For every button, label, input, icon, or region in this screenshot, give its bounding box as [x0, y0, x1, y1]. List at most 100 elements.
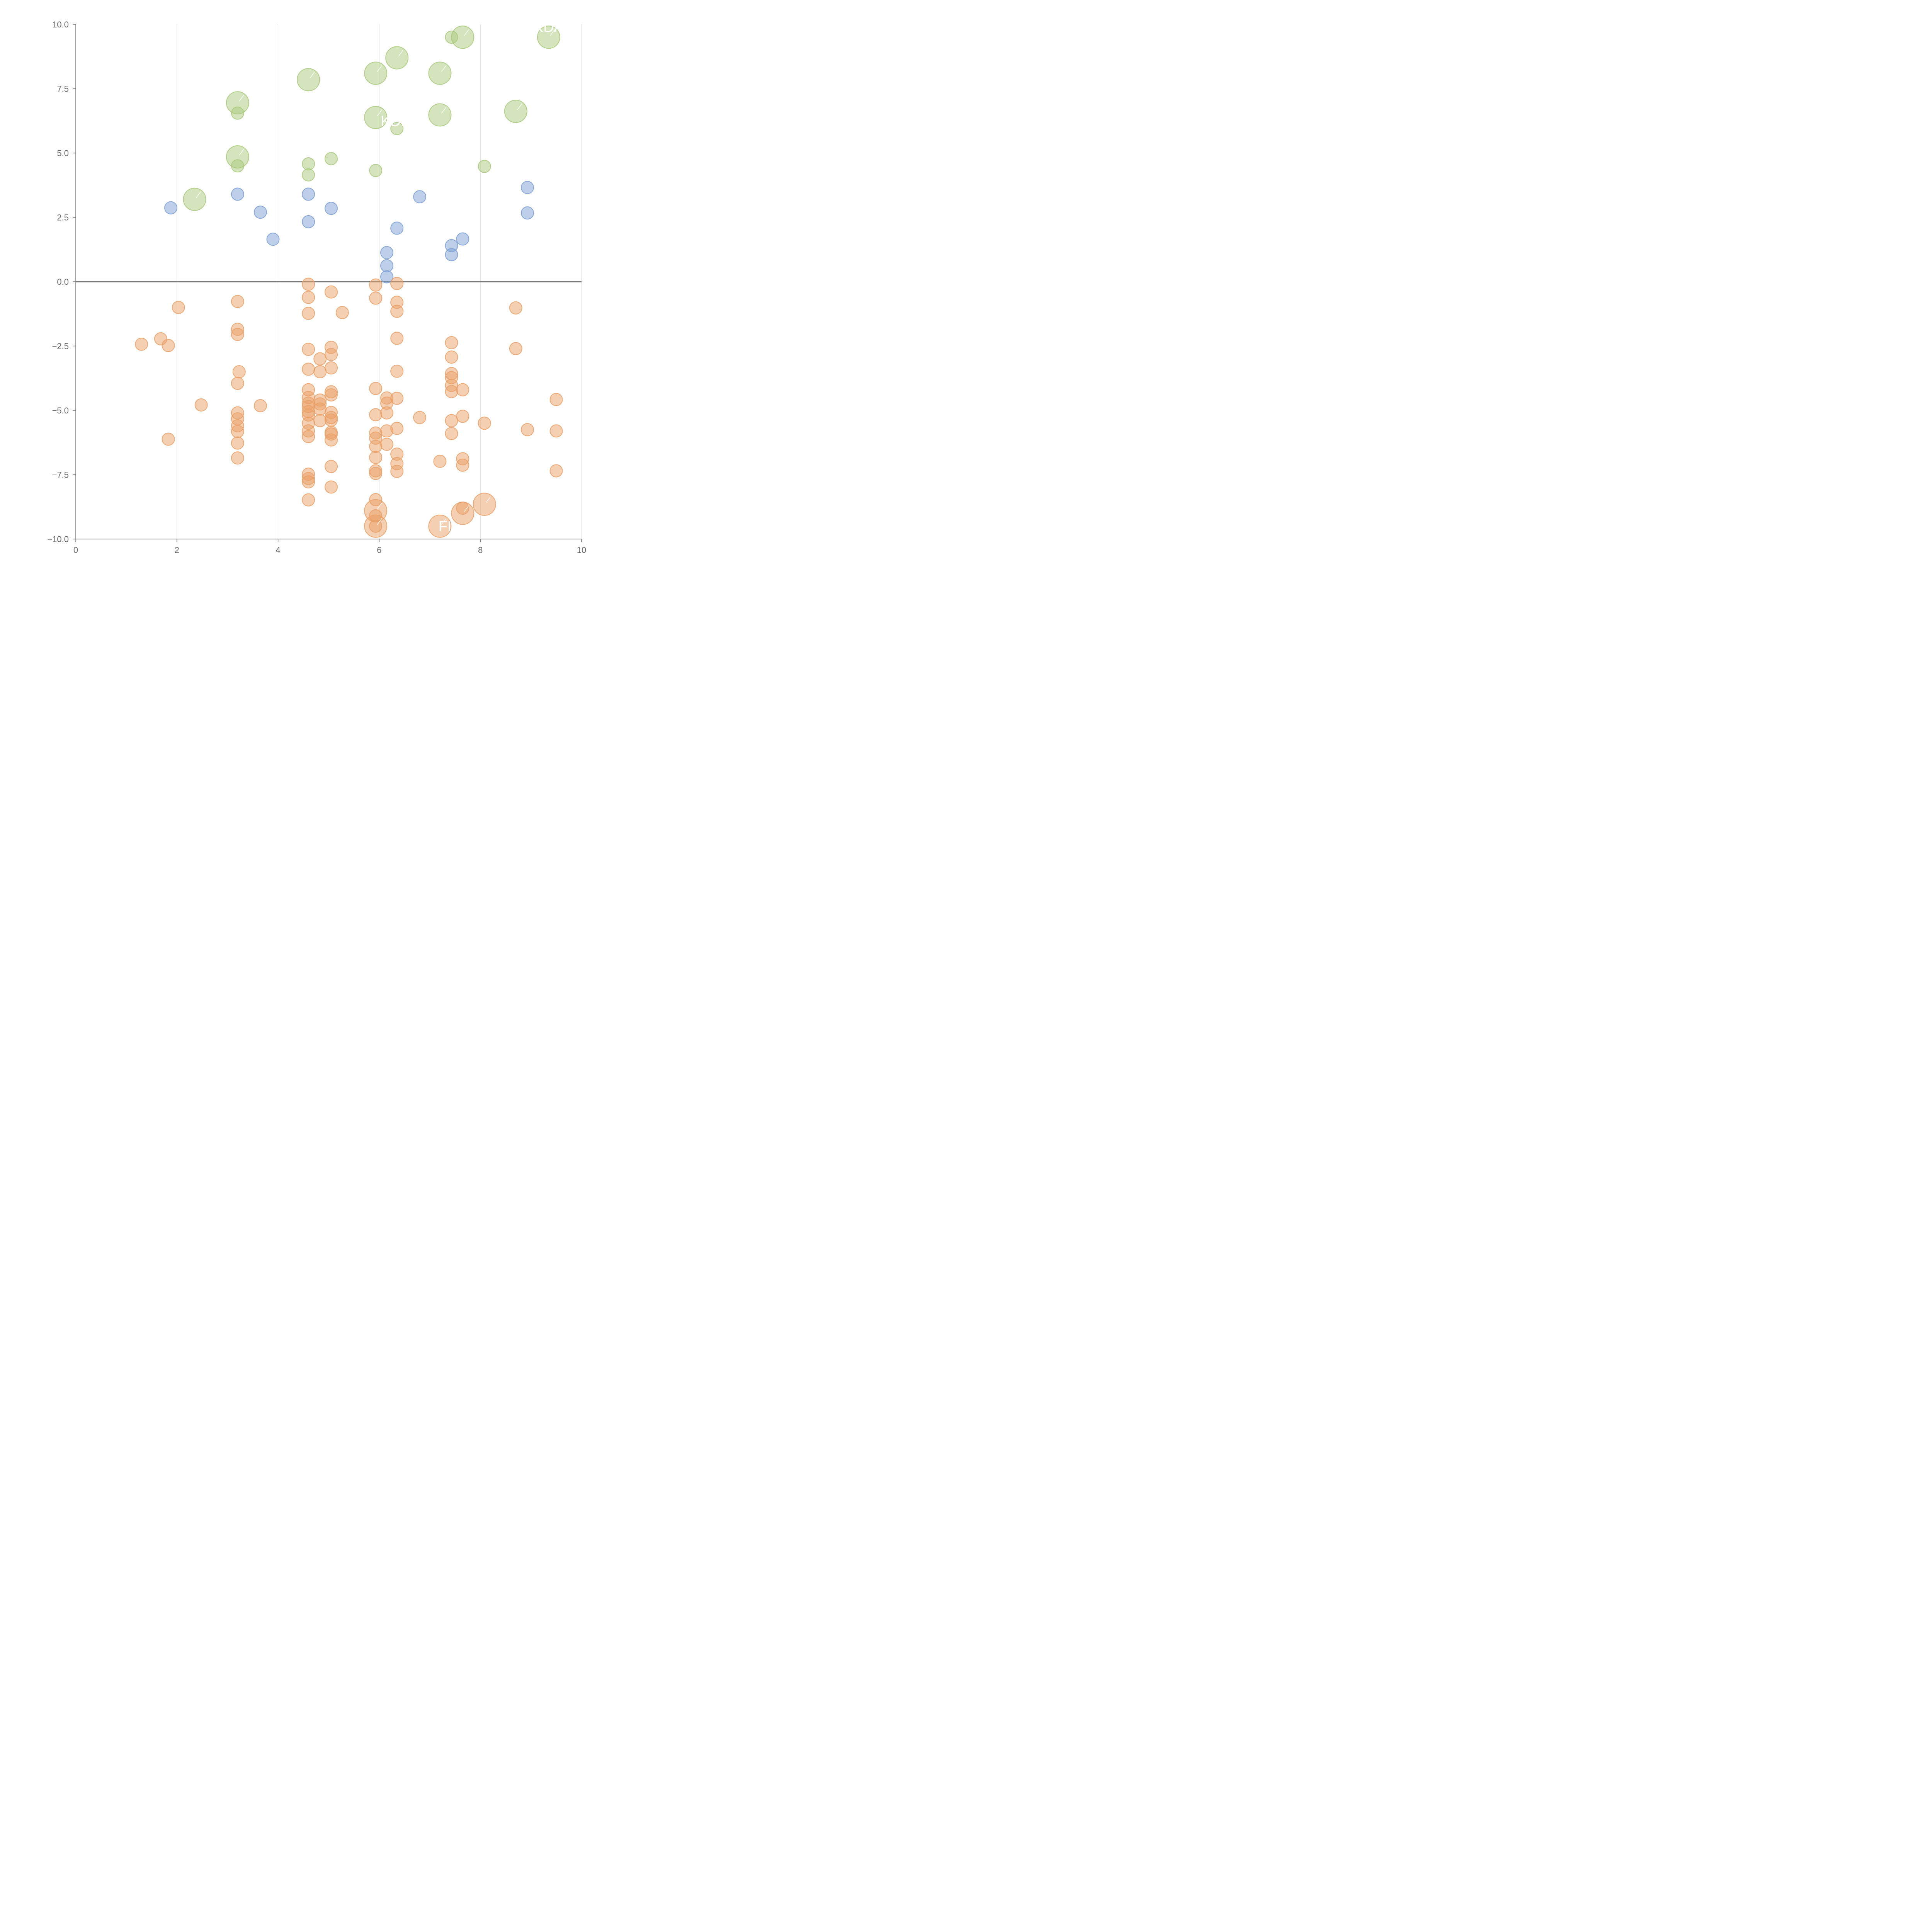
data-point-orange: [231, 295, 244, 308]
data-point-orange: [473, 493, 496, 516]
data-point-orange: [369, 467, 383, 480]
data-point-blue: [520, 181, 534, 194]
x-tick-label: 8: [478, 545, 483, 555]
data-point-orange: [390, 464, 404, 478]
data-point-orange: [302, 475, 315, 489]
data-point-orange: [509, 342, 522, 355]
y-tick-label: −5.0: [52, 406, 69, 415]
data-point-orange: [302, 362, 315, 376]
data-point-orange: [390, 277, 404, 290]
data-point-blue: [231, 187, 244, 201]
annotation-label: KDA: [534, 19, 564, 36]
data-point-orange: [302, 430, 315, 443]
data-point-green: [451, 26, 474, 49]
data-point-orange: [325, 433, 338, 447]
annotation-leader: [441, 65, 447, 72]
y-tick-label: −2.5: [52, 342, 69, 351]
data-point-orange: [369, 451, 383, 464]
data-point-orange: [325, 480, 338, 494]
bubble-chart: 0 2 4 6 8 10 10.0 7.5 5.0 2.5 0.0 −2.5 −5.0 −7.5 −10.0…: [0, 0, 597, 597]
annotation-leader: [398, 50, 403, 57]
data-point-orange: [369, 382, 383, 395]
annotation-leader: [464, 505, 469, 512]
data-point-blue: [456, 232, 469, 246]
data-point-orange: [325, 388, 338, 402]
data-point-orange: [231, 377, 244, 390]
data-point-orange: [313, 402, 327, 416]
data-point-orange: [451, 502, 474, 525]
annotation-leader: [377, 518, 382, 525]
x-tick-label: 4: [276, 545, 280, 555]
data-point-green: [302, 157, 315, 170]
data-point-orange: [549, 393, 563, 406]
data-point-green: [478, 160, 491, 173]
data-point-orange: [456, 410, 469, 423]
annotation-leader: [464, 29, 469, 36]
data-point-green: [302, 168, 315, 182]
data-point-orange: [231, 436, 244, 450]
data-point-orange: [231, 328, 244, 341]
data-point-green: [231, 106, 244, 120]
annotation-leader: [377, 65, 382, 72]
data-point-green: [297, 68, 320, 92]
data-point-orange: [433, 454, 447, 468]
data-point-blue: [390, 221, 404, 235]
data-point-orange: [428, 514, 452, 538]
data-point-orange: [194, 398, 208, 412]
data-point-orange: [445, 385, 458, 398]
data-point-green: [231, 159, 244, 173]
data-point-orange: [231, 451, 244, 465]
data-point-blue: [380, 259, 394, 272]
data-point-orange: [445, 350, 458, 364]
data-point-orange: [231, 425, 244, 438]
annotation-leader: [550, 29, 555, 36]
data-point-orange: [509, 301, 522, 315]
data-point-orange: [369, 408, 383, 422]
data-point-orange: [390, 422, 404, 435]
data-point-orange: [253, 399, 267, 413]
y-tick-label: −7.5: [52, 470, 69, 480]
data-point-orange: [390, 304, 404, 318]
data-point-blue: [413, 190, 427, 204]
data-point-orange: [456, 383, 469, 396]
x-tick-label: 0: [73, 545, 78, 555]
x-tick-label: 10: [577, 545, 586, 555]
data-point-green: [369, 164, 383, 177]
data-point-orange: [390, 332, 404, 345]
data-point-green: [364, 61, 388, 85]
annotation-leader: [239, 95, 244, 102]
data-point-orange: [162, 339, 175, 352]
data-point-blue: [164, 201, 178, 214]
data-point-orange: [302, 277, 315, 291]
x-tick-label: 6: [377, 545, 381, 555]
data-point-orange: [549, 424, 563, 438]
data-point-orange: [380, 437, 394, 451]
data-point-orange: [302, 343, 315, 356]
annotation-leader: [441, 518, 447, 525]
data-point-orange: [325, 348, 338, 361]
annotation-leader: [239, 149, 244, 156]
annotation-leader: [517, 103, 522, 110]
data-point-orange: [172, 301, 185, 314]
annotation-label: KDM: [381, 113, 413, 129]
data-point-orange: [325, 460, 338, 473]
data-point-green: [364, 106, 388, 129]
data-point-orange: [313, 365, 327, 379]
data-point-orange: [445, 427, 458, 440]
data-point-orange: [478, 417, 491, 430]
data-point-green: [390, 122, 404, 135]
annotation-label: FI: [439, 519, 452, 535]
data-point-orange: [445, 336, 458, 349]
data-point-blue: [302, 187, 315, 201]
data-point-green: [385, 46, 409, 70]
annotation-layer: KDM KDA FI: [196, 19, 564, 535]
axes-layer: 0 2 4 6 8 10 10.0 7.5 5.0 2.5 0.0 −2.5 −5.0 −7.5 −10.0: [47, 20, 586, 555]
data-point-orange: [380, 406, 394, 420]
data-point-orange: [325, 361, 338, 375]
data-point-orange: [313, 414, 327, 427]
annotation-leader: [377, 109, 382, 116]
y-tick-label: 2.5: [57, 213, 69, 223]
data-point-green: [183, 187, 206, 211]
data-point-orange: [335, 306, 349, 319]
data-point-blue: [520, 206, 534, 220]
